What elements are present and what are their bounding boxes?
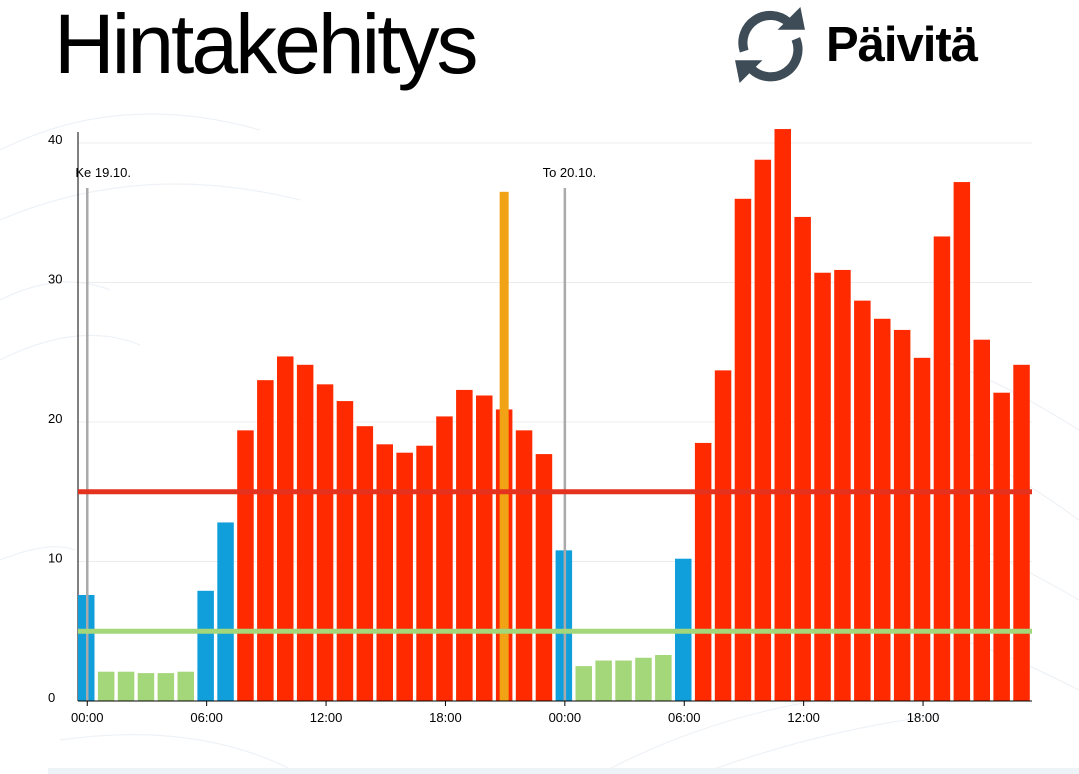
price-bar [913,357,931,701]
x-tick-label: 18:00 [429,710,462,725]
price-bar [277,356,294,701]
price-bar [177,671,194,701]
price-bar [336,401,354,701]
price-bar [893,329,911,701]
price-bar [416,445,433,701]
x-tick-label: 00:00 [549,710,582,725]
page-title: Hintakehitys [54,0,479,91]
price-bar [794,216,811,701]
price-bar [993,392,1010,701]
price-bar [316,384,334,701]
y-tick-label: 20 [48,411,62,426]
price-bar [874,318,891,701]
price-bar [615,660,632,701]
price-bar [814,272,831,701]
price-bar [1033,356,1050,701]
price-bar [774,129,791,701]
refresh-icon [735,7,805,83]
x-tick-label: 12:00 [310,710,343,725]
price-bar [456,389,473,701]
footer-strip [48,768,1079,774]
price-bar [137,673,155,701]
x-tick-label: 18:00 [907,710,940,725]
price-bar [953,182,971,701]
price-bar [396,452,413,701]
refresh-label: Päivitä [826,18,978,72]
price-bar [476,395,493,701]
price-bar [595,660,612,701]
price-bar [734,198,752,701]
price-bar [1013,364,1030,701]
price-bar [436,416,453,701]
price-bar [157,673,175,701]
x-tick-label: 00:00 [71,710,104,725]
bars [78,129,1050,701]
price-bar [237,430,254,701]
price-bar [296,364,314,701]
price-bar [515,430,533,701]
price-bar [834,269,851,701]
price-bar [535,454,553,701]
day-label: To 20.10. [543,165,597,180]
price-bar [257,380,274,701]
day-label: Ke 19.10. [75,165,131,180]
price-bar [635,657,652,701]
price-bar [854,300,871,701]
refresh-button[interactable]: Päivitä [732,2,1032,88]
price-bar [197,590,214,701]
price-bar [117,671,135,701]
current-hour-marker [499,191,509,701]
y-tick-label: 30 [48,272,62,287]
day-label-mask [0,160,76,184]
y-tick-label: 10 [48,551,62,566]
price-bar [933,236,951,701]
price-bar [694,442,712,701]
price-bar [973,339,990,701]
price-bar [754,159,772,701]
x-tick-label: 06:00 [190,710,223,725]
price-bar [376,444,393,701]
x-tick-label: 06:00 [668,710,701,725]
price-bar [97,671,115,701]
price-bar [217,522,234,701]
price-bar [655,654,672,701]
y-tick-label: 40 [48,132,62,147]
price-bar [575,666,592,701]
price-bar [714,370,732,701]
y-tick-label: 0 [48,690,55,705]
price-bar [356,426,374,701]
x-tick-label: 12:00 [787,710,820,725]
